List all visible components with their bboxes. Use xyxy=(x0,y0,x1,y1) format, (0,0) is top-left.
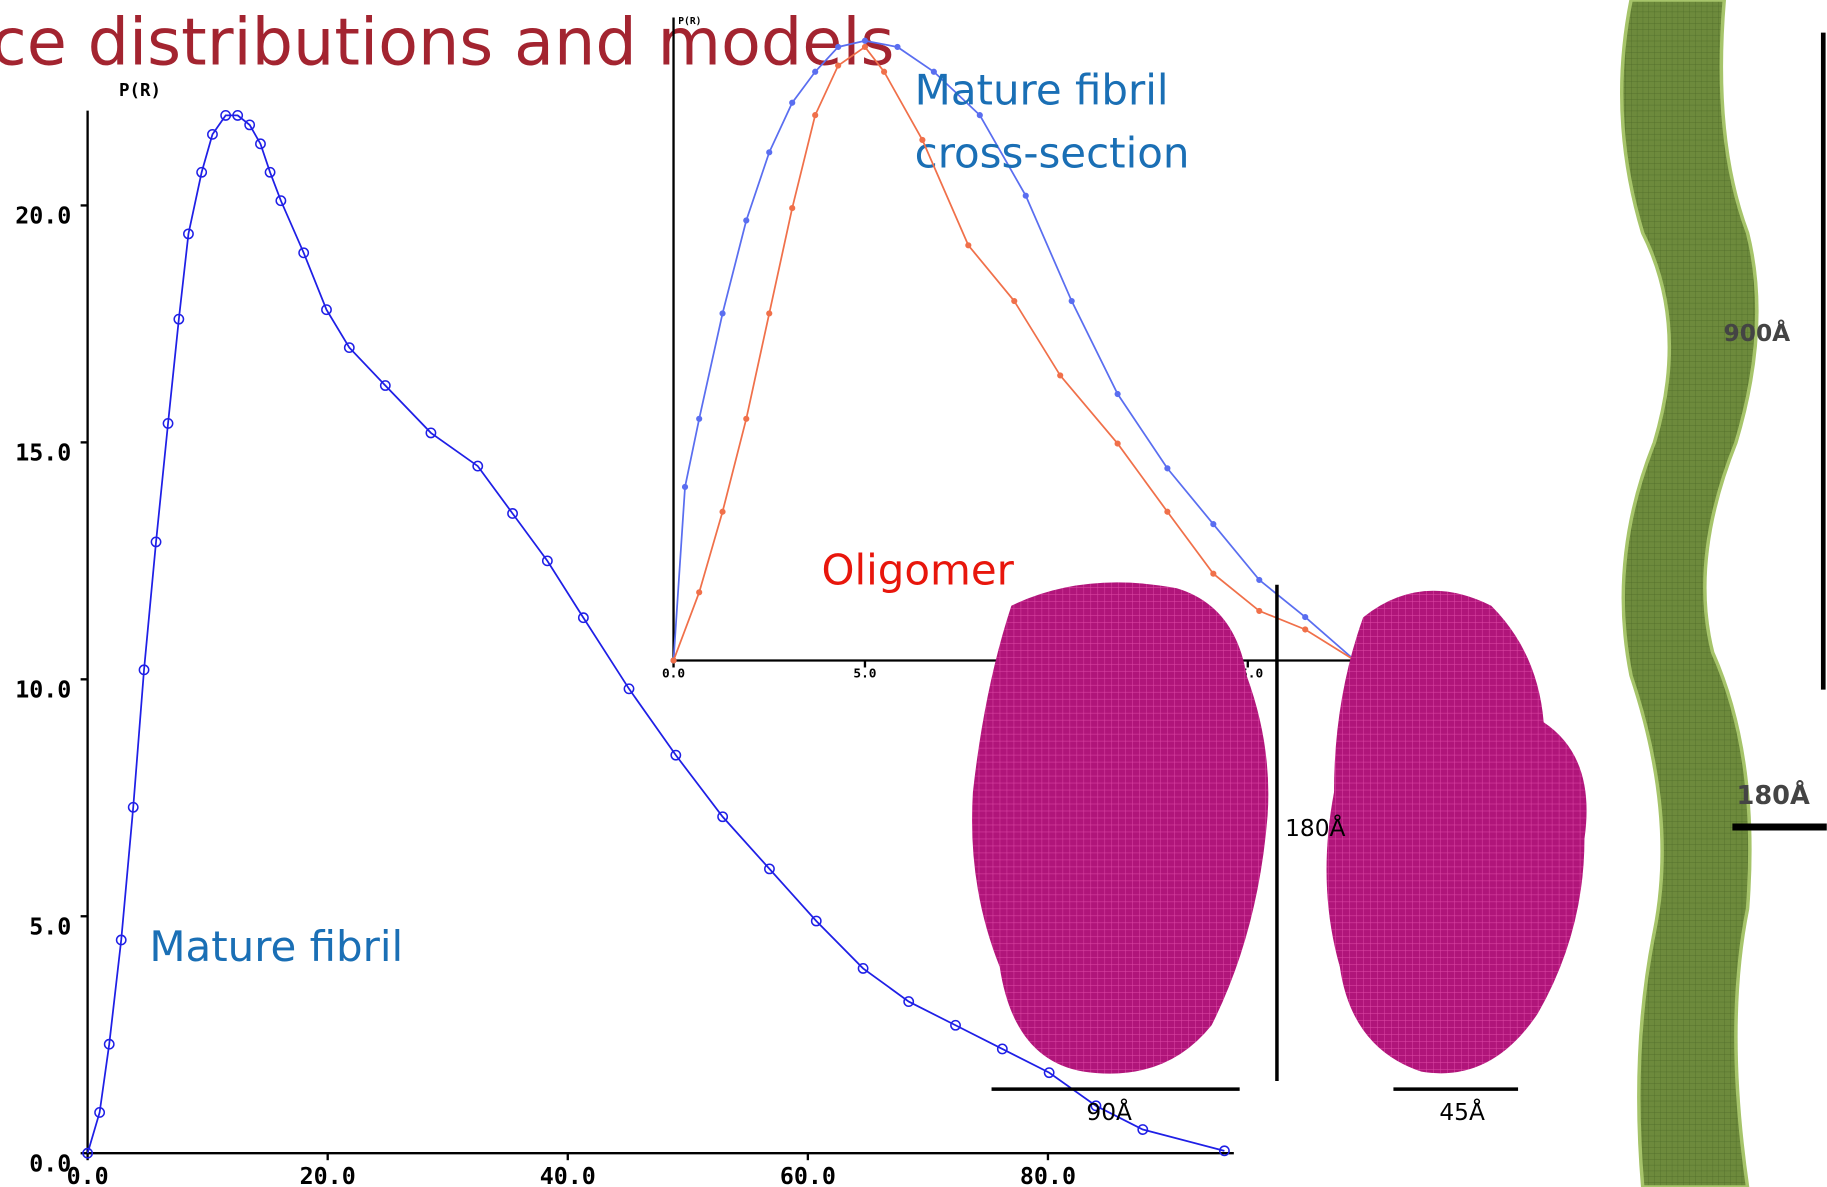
y-tick-label: 15.0 xyxy=(15,440,71,467)
scale-label: 45Å xyxy=(1439,1098,1485,1126)
point xyxy=(683,485,688,490)
slide: ce distributions and models P(R) 0.0 20.0 4… xyxy=(0,0,1827,1187)
point xyxy=(790,100,795,105)
y-tick-label: 10.0 xyxy=(15,676,71,703)
point xyxy=(813,69,818,74)
point xyxy=(1023,193,1028,198)
x-tick-label: 80.0 xyxy=(1020,1163,1076,1187)
series-label: Mature fibril xyxy=(149,922,403,971)
point xyxy=(767,150,772,155)
slide-title: ce distributions and models xyxy=(0,5,895,81)
point xyxy=(720,509,725,514)
point xyxy=(920,138,925,143)
point xyxy=(1165,509,1170,514)
point xyxy=(1257,609,1262,614)
y-tick-label: 20.0 xyxy=(15,203,71,230)
y-tick-label: 0.0 xyxy=(29,1150,71,1177)
x-tick-label: 40.0 xyxy=(540,1163,596,1187)
point xyxy=(863,38,868,43)
point xyxy=(1257,578,1262,583)
point xyxy=(1165,466,1170,471)
point xyxy=(836,45,841,50)
scale-label: 180Å xyxy=(1285,814,1345,842)
oligomer-model xyxy=(972,582,1268,1073)
point xyxy=(895,45,900,50)
x-tick-label: 0.0 xyxy=(67,1163,109,1187)
oligomer-model xyxy=(1327,591,1587,1074)
point xyxy=(882,69,887,74)
point xyxy=(790,206,795,211)
point xyxy=(1303,627,1308,632)
point xyxy=(697,590,702,595)
y-tick-label: 5.0 xyxy=(29,913,71,940)
point xyxy=(1211,571,1216,576)
fibril-model xyxy=(1622,0,1757,1187)
point xyxy=(1115,441,1120,446)
point xyxy=(1012,299,1017,304)
point xyxy=(863,45,868,50)
scale-label: 180Å xyxy=(1737,781,1810,811)
series-label: cross-section xyxy=(915,129,1190,178)
point xyxy=(1303,615,1308,620)
point xyxy=(697,416,702,421)
point xyxy=(813,113,818,118)
x-tick-label: 5.0 xyxy=(853,666,876,681)
point xyxy=(1211,522,1216,527)
point xyxy=(1069,299,1074,304)
page: ce distributions and models P(R) 0.0 20.0 4… xyxy=(0,0,1827,1187)
point xyxy=(671,658,676,663)
point xyxy=(966,243,971,248)
scale-label: 900Å xyxy=(1724,319,1791,347)
point xyxy=(1058,373,1063,378)
scale-label: 90Å xyxy=(1086,1098,1132,1126)
y-axis-label: P(R) xyxy=(119,81,161,101)
y-axis-label: P(R) xyxy=(678,16,701,27)
point xyxy=(836,63,841,68)
x-tick-label: 60.0 xyxy=(780,1163,836,1187)
point xyxy=(767,311,772,316)
series-label: Mature fibril xyxy=(915,66,1169,115)
point xyxy=(744,218,749,223)
x-tick-label: 0.0 xyxy=(662,666,685,681)
point xyxy=(720,311,725,316)
x-tick-label: 20.0 xyxy=(300,1163,356,1187)
point xyxy=(1115,392,1120,397)
point xyxy=(744,416,749,421)
series-label: Oligomer xyxy=(821,546,1014,595)
